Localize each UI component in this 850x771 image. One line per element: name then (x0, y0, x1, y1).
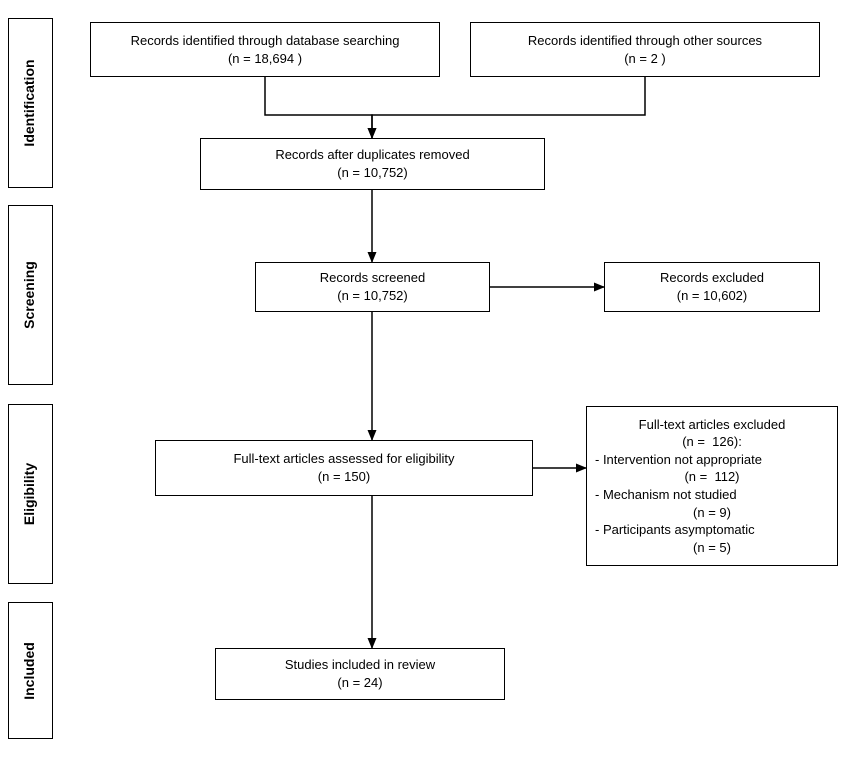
node-excluded2-line-7: (n = 5) (595, 539, 829, 557)
node-fulltext: Full-text articles assessed for eligibil… (155, 440, 533, 496)
edge-db-to-dedup (265, 77, 372, 138)
node-excluded2-line-6: - Participants asymptomatic (595, 521, 755, 539)
node-screened-line-0: Records screened (320, 269, 426, 287)
phase-label-screening: Screening (21, 195, 41, 395)
node-other: Records identified through other sources… (470, 22, 820, 77)
node-db: Records identified through database sear… (90, 22, 440, 77)
node-included: Studies included in review(n = 24) (215, 648, 505, 700)
node-excluded2: Full-text articles excluded(n = 126):- I… (586, 406, 838, 566)
node-screened: Records screened(n = 10,752) (255, 262, 490, 312)
node-excluded1-line-0: Records excluded (660, 269, 764, 287)
node-db-line-0: Records identified through database sear… (131, 32, 400, 50)
phase-label-included: Included (21, 571, 41, 771)
node-screened-line-1: (n = 10,752) (337, 287, 407, 305)
node-included-line-1: (n = 24) (337, 674, 382, 692)
prisma-flowchart: IdentificationScreeningEligibilityInclud… (0, 0, 850, 759)
node-excluded2-line-2: - Intervention not appropriate (595, 451, 762, 469)
node-other-line-1: (n = 2 ) (624, 50, 666, 68)
node-excluded2-line-4: - Mechanism not studied (595, 486, 737, 504)
node-excluded1-line-1: (n = 10,602) (677, 287, 747, 305)
node-included-line-0: Studies included in review (285, 656, 435, 674)
node-excluded2-line-0: Full-text articles excluded (595, 416, 829, 434)
node-dedup: Records after duplicates removed(n = 10,… (200, 138, 545, 190)
node-fulltext-line-0: Full-text articles assessed for eligibil… (233, 450, 454, 468)
arrows-layer (0, 0, 850, 759)
node-excluded1: Records excluded(n = 10,602) (604, 262, 820, 312)
node-dedup-line-0: Records after duplicates removed (275, 146, 469, 164)
phase-label-identification: Identification (21, 3, 41, 203)
edge-other-to-dedup (372, 77, 645, 138)
node-fulltext-line-1: (n = 150) (318, 468, 370, 486)
node-excluded2-line-1: (n = 126): (595, 433, 829, 451)
node-dedup-line-1: (n = 10,752) (337, 164, 407, 182)
node-other-line-0: Records identified through other sources (528, 32, 762, 50)
node-excluded2-line-3: (n = 112) (595, 468, 829, 486)
node-excluded2-line-5: (n = 9) (595, 504, 829, 522)
phase-label-eligibility: Eligibility (21, 394, 41, 594)
node-db-line-1: (n = 18,694 ) (228, 50, 302, 68)
